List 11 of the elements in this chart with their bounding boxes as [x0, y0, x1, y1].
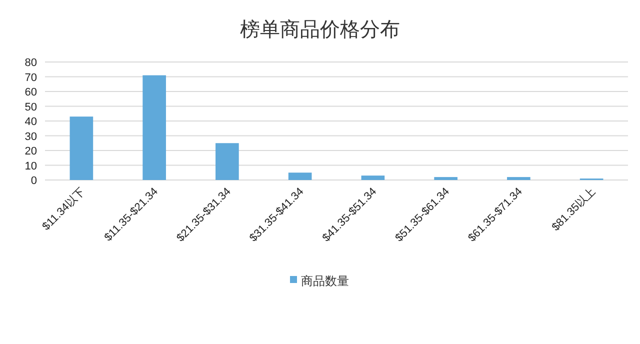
y-tick-label: 60 [24, 86, 37, 98]
y-tick-label: 0 [30, 175, 37, 187]
y-tick-label: 80 [24, 57, 37, 69]
title: 榜单商品价格分布 [240, 19, 400, 41]
y-tick-label: 30 [24, 130, 37, 143]
y-tick-label: 50 [24, 101, 37, 114]
y-tick-label: 40 [24, 116, 37, 128]
y-tick-label: 10 [24, 160, 37, 172]
y-tick-label: 20 [24, 146, 37, 158]
y-tick-label: 70 [24, 72, 37, 84]
legend-label: 商品数量 [301, 274, 349, 288]
